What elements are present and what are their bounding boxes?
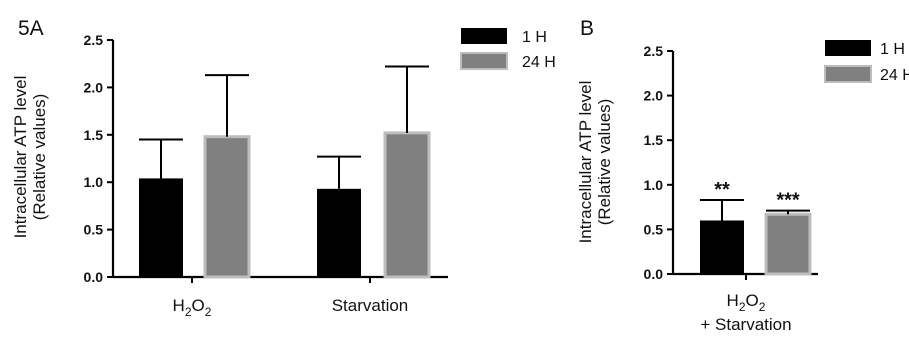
panel-a-y-axis-title: Intracellular ATP level (Relative values… [11, 76, 49, 239]
panel-b-label: B [580, 17, 594, 40]
legend-b-label-24h: 24 H [880, 67, 909, 84]
panel-b-y-axis-title: Intracellular ATP level (Relative values… [576, 81, 614, 244]
panel-b-y-tick-label: 1.0 [644, 177, 664, 193]
panel-a-category-h2o2: H2O2 [173, 296, 212, 319]
legend-b-label-1h: 1 H [880, 41, 905, 58]
panel-b-bar-1h [700, 220, 744, 274]
panel-b-y-tick-label: 0.5 [644, 221, 664, 237]
panel-a-label: 5A [18, 17, 44, 40]
panel-b-plot: 0.00.51.01.52.02.5** *** [644, 43, 818, 282]
panel-a-y-tick-label: 0.0 [84, 269, 104, 285]
cat-a-base: H [173, 296, 185, 315]
legend-a-swatch-1h [461, 28, 507, 44]
panel-b-y-tick-label: 1.5 [644, 132, 664, 148]
legend-a-label-24h: 24 H [522, 54, 556, 71]
panel-b-category-line2: + Starvation [700, 315, 791, 334]
panel-b-ylabel-line1: Intracellular ATP level [576, 81, 595, 244]
panel-a-y-tick-label: 1.5 [84, 127, 104, 143]
legend-a-swatch-24h [460, 52, 508, 70]
cat-a-sub2: 2 [205, 305, 212, 319]
panel-a-ylabel-line2: (Relative values) [30, 94, 49, 221]
panel-b-ylabel-line2: (Relative values) [595, 99, 614, 226]
panel-b-significance-label: *** [776, 190, 800, 212]
cat-b-mid: O [746, 291, 759, 310]
panel-b-y-tick-label: 2.0 [644, 88, 664, 104]
cat-a-sub1: 2 [185, 305, 192, 319]
panel-b-y-tick-label: 2.5 [644, 43, 664, 59]
panel-a-y-tick-label: 0.5 [84, 222, 104, 238]
legend-b-swatch-24h [824, 65, 872, 83]
panel-a-bar-24h [383, 131, 431, 279]
panel-a-bar-24h [203, 135, 251, 279]
cat-b-sub2: 2 [759, 300, 766, 314]
panel-b-y-tick-label: 0.0 [644, 266, 664, 282]
cat-b-base: H [727, 291, 739, 310]
legend-a-label-1h: 1 H [522, 29, 547, 46]
legend-b-swatch-1h [825, 40, 871, 56]
panel-a-y-tick-label: 2.5 [84, 32, 104, 48]
panel-b-bar-24h [764, 212, 812, 276]
panel-b-category-line1: H2O2 [727, 291, 766, 314]
cat-b-sub1: 2 [739, 300, 746, 314]
panel-a-bar-1h [317, 188, 361, 277]
panel-a-category-starvation: Starvation [332, 296, 409, 315]
panel-b-significance-label: ** [714, 179, 730, 201]
panel-a-plot: 0.0 0.5 1.0 1.5 2.0 2.5 [84, 32, 448, 285]
cat-a-mid: O [192, 296, 205, 315]
panel-a-bar-1h [139, 178, 183, 277]
panel-a-ylabel-line1: Intracellular ATP level [11, 76, 30, 239]
panel-a-y-tick-label: 2.0 [84, 79, 104, 95]
panel-a-y-tick-label: 1.0 [84, 174, 104, 190]
